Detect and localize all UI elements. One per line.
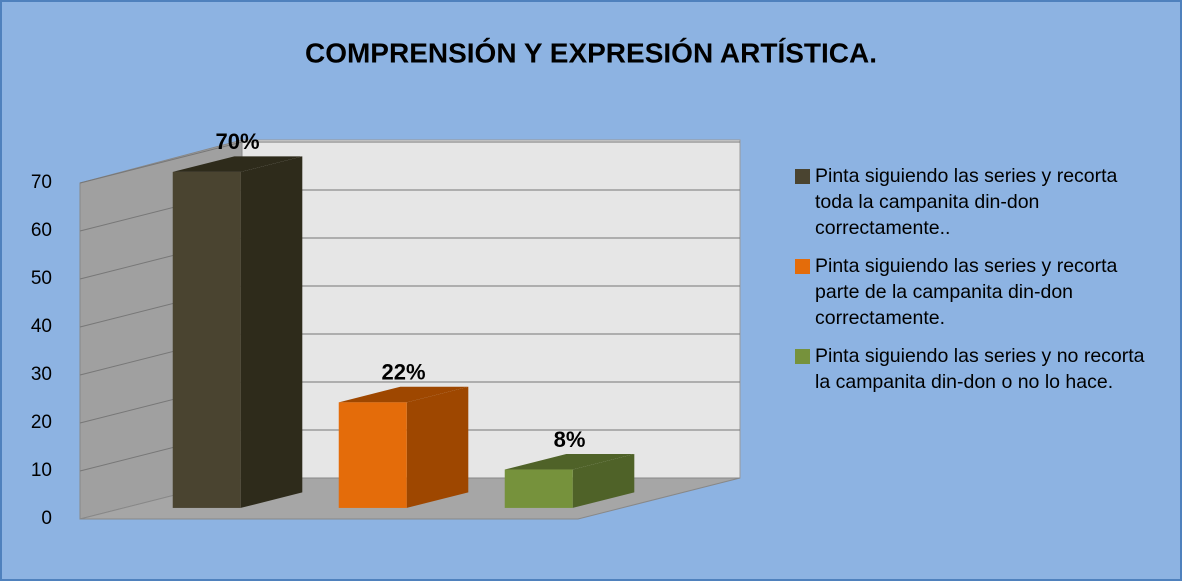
bar xyxy=(338,402,407,508)
legend-swatch xyxy=(795,169,810,184)
bar-top xyxy=(504,453,635,470)
y-tick-label: 50 xyxy=(31,268,52,289)
bar xyxy=(504,469,573,508)
grid-line xyxy=(79,141,243,184)
y-tick-label: 70 xyxy=(31,172,52,193)
data-label: 22% xyxy=(381,360,425,385)
y-tick-label: 20 xyxy=(31,412,52,433)
legend-swatch xyxy=(795,259,810,274)
y-tick-label: 0 xyxy=(41,508,52,529)
chart-title: COMPRENSIÓN Y EXPRESIÓN ARTÍSTICA. xyxy=(305,37,877,68)
bar-top xyxy=(338,386,469,403)
bar-top xyxy=(172,156,303,172)
legend: Pinta siguiendo las series y recorta tod… xyxy=(795,163,1155,407)
legend-label: Pinta siguiendo las series y no recorta … xyxy=(815,345,1145,393)
data-label: 8% xyxy=(554,427,586,452)
bar-side xyxy=(240,156,303,508)
legend-label: Pinta siguiendo las series y recorta par… xyxy=(815,255,1118,329)
legend-label: Pinta siguiendo las series y recorta tod… xyxy=(815,165,1118,239)
bar xyxy=(172,171,241,508)
y-tick-label: 60 xyxy=(31,220,52,241)
legend-swatch xyxy=(795,349,810,364)
legend-item: Pinta siguiendo las series y recorta par… xyxy=(795,253,1155,331)
legend-item: Pinta siguiendo las series y no recorta … xyxy=(795,343,1155,395)
bar-side xyxy=(406,386,469,508)
legend-item: Pinta siguiendo las series y recorta tod… xyxy=(795,163,1155,241)
back-wall xyxy=(241,139,741,479)
bar-side xyxy=(572,453,635,508)
y-tick-label: 10 xyxy=(31,460,52,481)
y-tick-label: 30 xyxy=(31,364,52,385)
y-tick-label: 40 xyxy=(31,316,52,337)
data-label: 70% xyxy=(215,129,259,154)
